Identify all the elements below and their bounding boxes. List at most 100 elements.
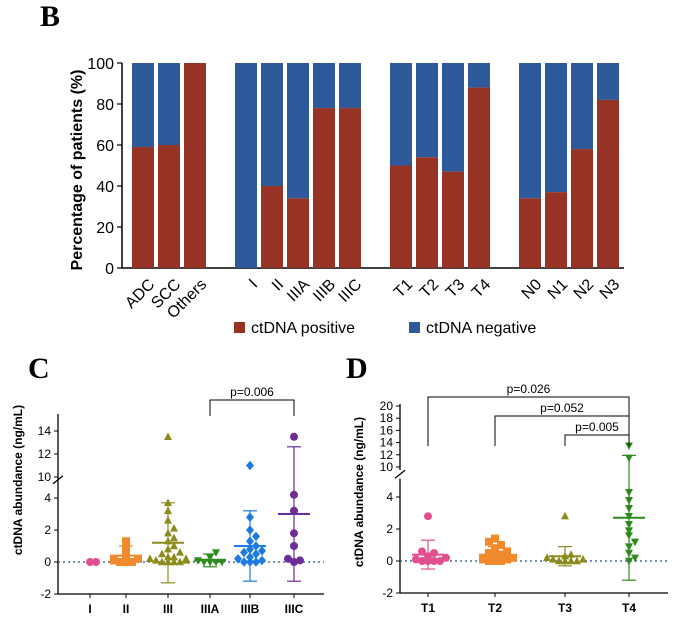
bar-positive bbox=[442, 171, 464, 268]
data-point bbox=[252, 557, 260, 567]
y-tick-label-d: 0 bbox=[386, 554, 393, 568]
x-tick-label-b: IIIB bbox=[310, 276, 339, 305]
y-tick-label-d: -2 bbox=[382, 586, 393, 600]
bar-positive bbox=[287, 198, 309, 268]
data-point bbox=[234, 554, 242, 564]
data-point bbox=[543, 553, 551, 561]
y-tick-label-b: 100 bbox=[87, 56, 114, 73]
data-point bbox=[240, 557, 248, 567]
x-tick-label-b: IIIC bbox=[336, 276, 366, 306]
y-tick-label-b: 0 bbox=[105, 261, 114, 278]
bar-negative bbox=[597, 63, 619, 100]
data-point bbox=[503, 547, 511, 556]
data-point bbox=[631, 554, 639, 563]
data-point bbox=[176, 548, 184, 556]
bar-negative bbox=[571, 63, 593, 150]
data-point bbox=[128, 558, 136, 566]
x-tick-label-d: T2 bbox=[488, 601, 502, 615]
data-point bbox=[485, 549, 493, 557]
bar-negative bbox=[235, 63, 257, 268]
x-tick-label-c: I bbox=[88, 602, 91, 616]
data-point bbox=[503, 555, 511, 564]
data-point bbox=[252, 531, 260, 542]
x-tick-label-b: T2 bbox=[417, 276, 442, 301]
data-point bbox=[246, 460, 254, 471]
data-point bbox=[555, 556, 563, 565]
panel-letter-c: C bbox=[28, 352, 50, 385]
x-tick-label-b: T1 bbox=[391, 276, 416, 301]
data-point bbox=[86, 558, 94, 566]
p-value-label: p=0.005 bbox=[575, 420, 619, 434]
data-point bbox=[284, 554, 292, 563]
bar-negative bbox=[132, 63, 154, 148]
bar-negative bbox=[416, 63, 438, 158]
data-point bbox=[625, 442, 633, 451]
data-point bbox=[412, 555, 420, 564]
data-point bbox=[258, 555, 266, 566]
y-tick-label-c: 12 bbox=[38, 447, 52, 461]
bar-positive bbox=[313, 108, 335, 268]
y-axis-title-c: ctDNA abundance (ng/mL) bbox=[11, 405, 25, 555]
y-tick-label-c: 2 bbox=[44, 523, 51, 537]
x-tick-label-c: IIIC bbox=[285, 602, 304, 616]
legend-swatch-negative bbox=[409, 322, 420, 333]
data-point bbox=[134, 554, 142, 563]
panel-letter-d: D bbox=[346, 352, 368, 385]
bar-negative bbox=[519, 63, 541, 199]
x-tick-label-b: I bbox=[246, 276, 261, 291]
x-tick-label-b: T4 bbox=[469, 276, 494, 301]
y-tick-label-d: 18 bbox=[380, 411, 394, 425]
bar-negative bbox=[339, 63, 361, 109]
y-tick-label-d: 16 bbox=[380, 423, 394, 437]
data-point bbox=[290, 432, 298, 441]
bar-negative bbox=[261, 63, 283, 186]
y-axis-title-d: ctDNA abundance (ng/mL) bbox=[352, 417, 366, 567]
data-point bbox=[182, 554, 190, 562]
legend-swatch-positive bbox=[234, 322, 245, 333]
data-point bbox=[509, 553, 517, 562]
data-point bbox=[497, 541, 505, 549]
bar-positive bbox=[390, 165, 412, 268]
y-tick-label-c: 14 bbox=[38, 424, 52, 438]
y-tick-label-b: 40 bbox=[96, 179, 114, 196]
bar-negative bbox=[158, 63, 180, 145]
p-value-label: p=0.006 bbox=[230, 385, 274, 399]
data-point bbox=[497, 557, 505, 565]
p-value-label: p=0.052 bbox=[540, 401, 584, 415]
data-point bbox=[573, 556, 581, 565]
data-point bbox=[258, 546, 266, 556]
y-tick-label-b: 80 bbox=[96, 97, 114, 114]
x-tick-label-d: T4 bbox=[622, 601, 636, 615]
bar-positive bbox=[132, 147, 154, 268]
data-point bbox=[170, 541, 178, 550]
x-tick-label-b: ADC bbox=[122, 276, 158, 312]
bar-negative bbox=[442, 63, 464, 172]
x-tick-label-b: IIIA bbox=[284, 276, 313, 305]
y-tick-label-d: 14 bbox=[380, 436, 394, 450]
y-tick-label-d: 4 bbox=[386, 490, 393, 504]
y-tick-label-c: 0 bbox=[44, 555, 51, 569]
data-point bbox=[110, 556, 118, 565]
p-value-label: p=0.026 bbox=[507, 382, 551, 396]
data-point bbox=[430, 549, 438, 557]
x-tick-label-b: N2 bbox=[571, 276, 598, 303]
bar-positive bbox=[597, 99, 619, 269]
bar-positive bbox=[158, 145, 180, 268]
axis-break-c bbox=[52, 475, 64, 485]
y-tick-label-b: 20 bbox=[96, 220, 114, 237]
bar-positive bbox=[184, 63, 206, 268]
x-tick-label-d: T3 bbox=[558, 601, 572, 615]
bar-negative bbox=[545, 63, 567, 193]
data-point bbox=[164, 432, 172, 440]
x-tick-label-c: III bbox=[163, 602, 173, 616]
y-tick-label-d: 12 bbox=[380, 448, 394, 462]
data-point bbox=[485, 557, 493, 565]
data-point bbox=[158, 557, 166, 566]
y-tick-label-c: 4 bbox=[44, 491, 51, 505]
y-tick-label-d: 2 bbox=[386, 522, 393, 536]
data-point bbox=[436, 557, 444, 565]
significance-bracket bbox=[564, 434, 630, 446]
data-point bbox=[240, 547, 248, 558]
